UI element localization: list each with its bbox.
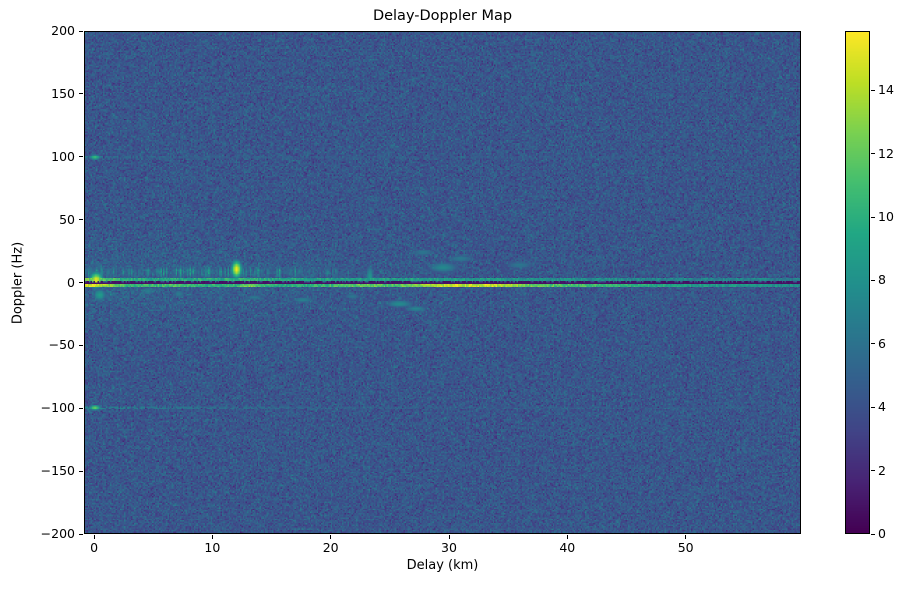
colorbar-tick-mark xyxy=(871,153,875,155)
x-tick-mark xyxy=(566,535,568,539)
x-tick-mark xyxy=(330,535,332,539)
y-tick-mark xyxy=(79,407,83,409)
colorbar-tick-mark xyxy=(871,406,875,408)
colorbar-tick-label: 2 xyxy=(878,462,886,478)
colorbar-tick-mark xyxy=(871,216,875,218)
y-tick-mark xyxy=(79,93,83,95)
y-tick-mark xyxy=(79,344,83,346)
x-axis-label: Delay (km) xyxy=(406,558,479,573)
y-tick-mark xyxy=(79,219,83,221)
x-tick-label: 30 xyxy=(441,540,457,555)
colorbar-tick-label: 8 xyxy=(878,272,886,288)
y-tick-label: 150 xyxy=(51,85,75,101)
y-tick-label: 50 xyxy=(59,211,75,227)
x-tick-label: 10 xyxy=(204,540,221,555)
y-tick-mark xyxy=(79,30,83,32)
x-tick-mark xyxy=(93,535,95,539)
y-tick-label: −100 xyxy=(40,400,75,416)
y-tick-label: 100 xyxy=(51,148,75,164)
x-tick-mark xyxy=(685,535,687,539)
y-tick-mark xyxy=(79,533,83,535)
y-tick-mark xyxy=(79,156,83,158)
colorbar-tick-label: 4 xyxy=(878,399,886,415)
x-tick-label: 0 xyxy=(90,540,99,555)
y-tick-label: 0 xyxy=(67,274,75,290)
colorbar-tick-label: 14 xyxy=(878,82,894,98)
colorbar-tick-mark xyxy=(871,343,875,345)
y-axis-label: Doppler (Hz) xyxy=(10,241,26,325)
y-tick-mark xyxy=(79,470,83,472)
colorbar-tick-mark xyxy=(871,533,875,535)
y-tick-label: 200 xyxy=(51,23,75,38)
colorbar-tick-label: 10 xyxy=(878,209,894,225)
y-tick-label: −150 xyxy=(40,463,75,479)
colorbar-tick-mark xyxy=(871,279,875,281)
colorbar-gradient-canvas xyxy=(846,32,869,533)
colorbar xyxy=(845,31,870,534)
colorbar-tick-label: 6 xyxy=(878,335,886,351)
x-tick-mark xyxy=(448,535,450,539)
y-tick-mark xyxy=(79,282,83,283)
colorbar-tick-label: 0 xyxy=(878,526,886,541)
colorbar-tick-mark xyxy=(871,470,875,472)
chart-title: Delay-Doppler Map xyxy=(372,8,513,24)
y-tick-label: −200 xyxy=(40,526,75,541)
x-tick-mark xyxy=(211,535,213,539)
colorbar-tick-mark xyxy=(871,89,875,91)
heatmap-canvas xyxy=(85,32,800,533)
colorbar-tick-label: 12 xyxy=(878,145,894,161)
y-tick-label: −50 xyxy=(48,337,75,353)
x-tick-label: 20 xyxy=(322,540,339,555)
x-tick-label: 50 xyxy=(677,540,694,555)
plot-area xyxy=(84,31,801,534)
x-tick-label: 40 xyxy=(559,540,576,555)
